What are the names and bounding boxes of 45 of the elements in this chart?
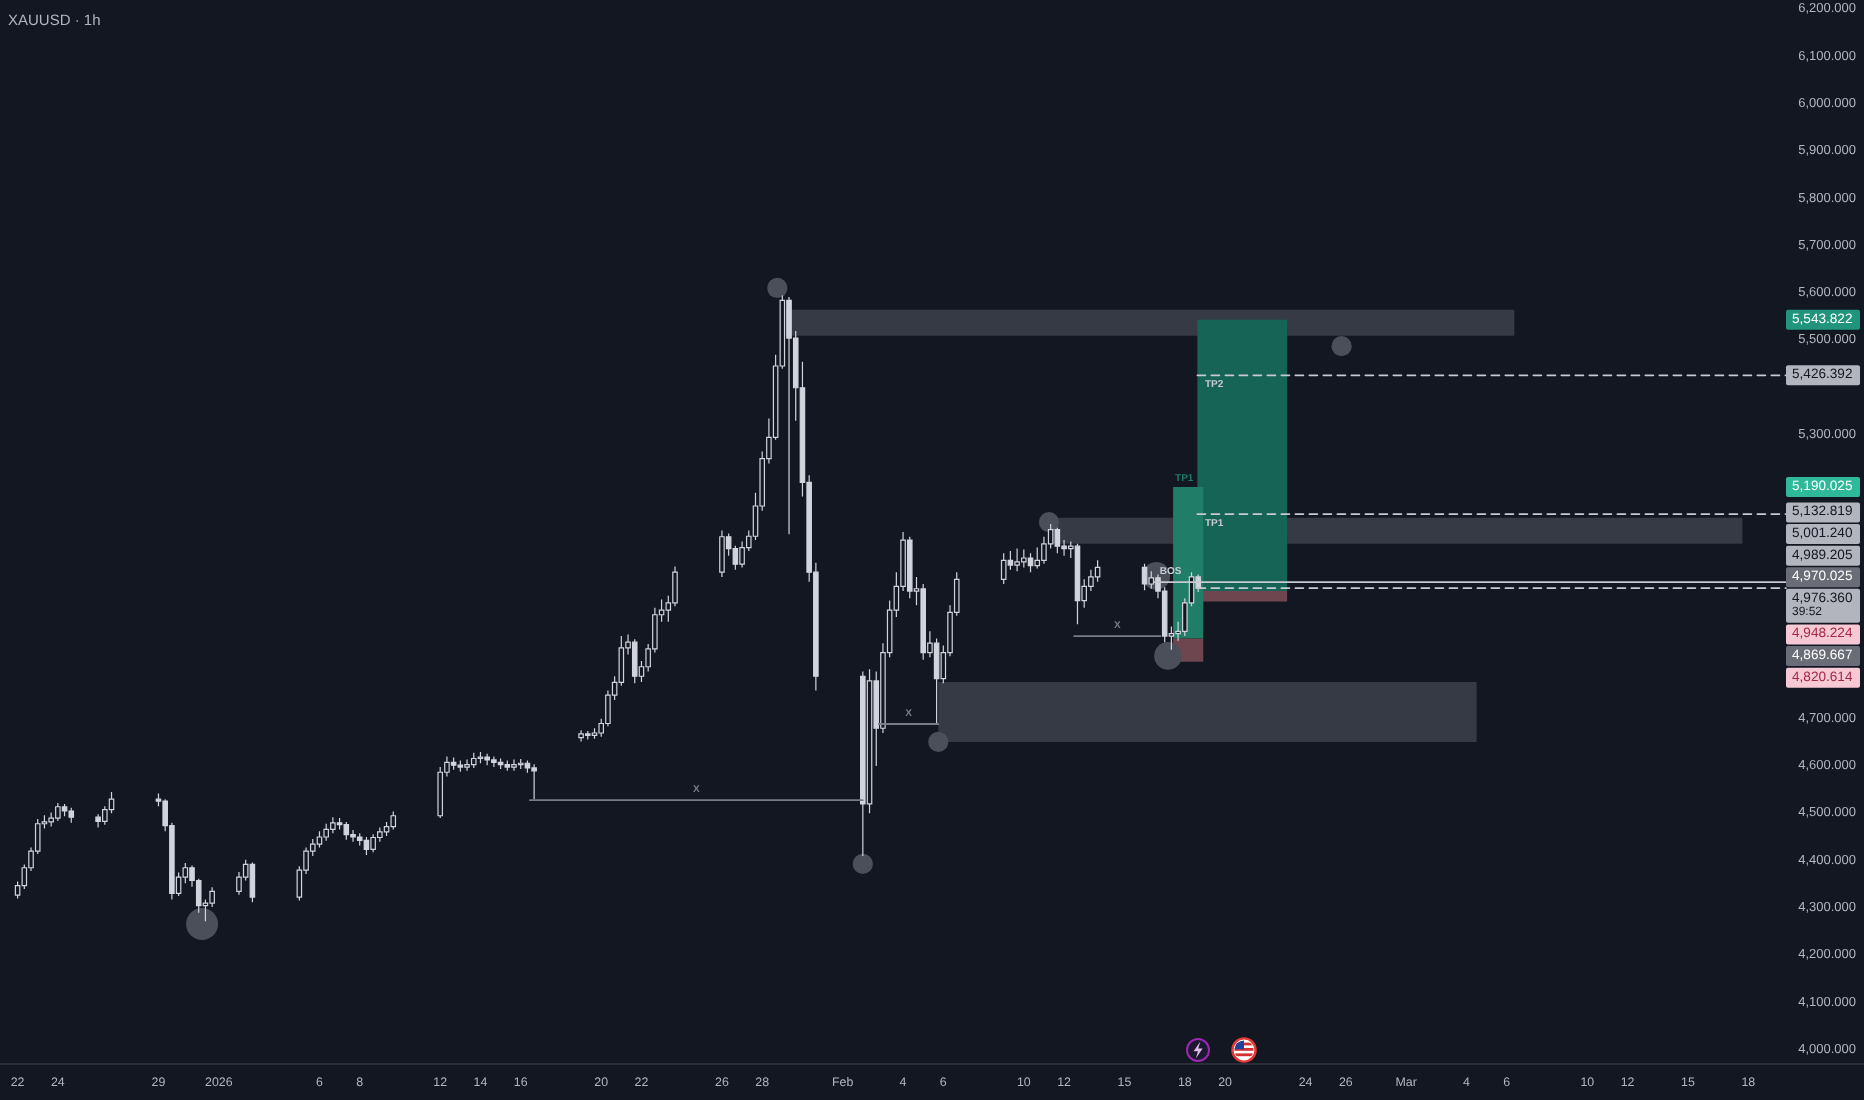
candlestick (350, 829, 356, 843)
candlestick (1000, 552, 1007, 585)
candlestick (497, 757, 504, 770)
candlestick (95, 813, 101, 829)
candlestick (786, 296, 792, 535)
candlestick (1141, 563, 1148, 591)
candlestick (1014, 547, 1020, 572)
candlestick (591, 727, 598, 740)
candlestick (477, 751, 484, 764)
candlestick (531, 763, 537, 800)
candlestick (48, 811, 54, 828)
candlestick (363, 836, 370, 856)
candlestick (491, 756, 497, 768)
candlestick (450, 756, 457, 771)
candlestick (631, 638, 638, 684)
candlestick (860, 670, 866, 857)
candlestick (55, 802, 61, 822)
candlestick (470, 752, 477, 769)
candlestick (584, 730, 591, 741)
candlestick (517, 758, 524, 770)
candlestick (370, 833, 376, 853)
candlestick (906, 536, 913, 599)
candlestick (464, 758, 470, 772)
candlestick (511, 758, 517, 772)
candlestick (1021, 548, 1027, 569)
candlestick (356, 832, 363, 847)
candlestick (719, 529, 725, 578)
candlestick (316, 830, 323, 849)
candlestick (457, 759, 464, 773)
candlestick (330, 816, 336, 834)
candlestick (323, 823, 329, 842)
candlestick (61, 803, 68, 817)
candlestick (249, 861, 256, 903)
candlestick (68, 807, 75, 824)
candlestick (343, 821, 350, 841)
candlestick (1054, 527, 1061, 554)
candlestick (1094, 559, 1101, 583)
candlestick (484, 753, 490, 766)
candlestick (920, 583, 926, 661)
candlestick (1074, 543, 1081, 625)
candlestick (390, 810, 397, 831)
candlestick (504, 759, 511, 772)
candlestick (933, 637, 940, 725)
candlestick (1027, 552, 1034, 573)
candlestick (578, 729, 584, 743)
